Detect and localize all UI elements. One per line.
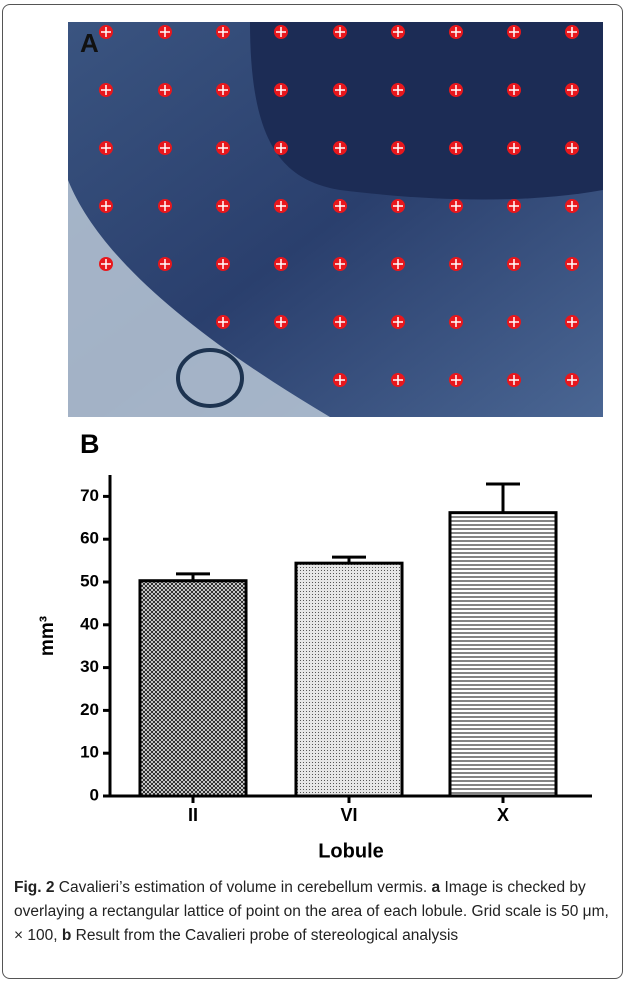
lattice-cross (101, 143, 111, 153)
lattice-cross (160, 259, 170, 269)
lattice-cross (160, 143, 170, 153)
lattice-cross (276, 201, 286, 211)
y-tick-label: 50 (80, 571, 99, 590)
y-tick-label: 60 (80, 529, 99, 548)
lattice-cross (393, 85, 403, 95)
lattice-cross (567, 317, 577, 327)
y-tick-label: 10 (80, 743, 99, 762)
lattice-cross (567, 201, 577, 211)
lattice-cross (509, 375, 519, 385)
lattice-cross (101, 27, 111, 37)
lattice-cross (218, 85, 228, 95)
caption-text: Fig. 2 (14, 879, 55, 896)
lattice-cross (276, 143, 286, 153)
lattice-cross (101, 85, 111, 95)
lattice-cross (101, 259, 111, 269)
lattice-cross (451, 201, 461, 211)
lattice-cross (451, 27, 461, 37)
bar (138, 579, 248, 798)
lattice-cross (451, 259, 461, 269)
lattice-cross (567, 259, 577, 269)
bar (448, 511, 558, 798)
error-bar (176, 572, 210, 581)
y-tick-label: 30 (80, 657, 99, 676)
panel-label: B (80, 429, 100, 459)
lattice-cross (276, 85, 286, 95)
lattice-cross (451, 375, 461, 385)
lattice-cross (160, 85, 170, 95)
lattice-cross (335, 259, 345, 269)
figure-frame (2, 4, 623, 979)
caption-text: Result from the Cavalieri probe of stere… (71, 927, 459, 944)
lattice-cross (276, 27, 286, 37)
lattice-cross (567, 27, 577, 37)
lattice-cross (335, 27, 345, 37)
lattice-cross (335, 201, 345, 211)
granular-layer (250, 22, 603, 200)
caption-text: a (431, 879, 441, 896)
lattice-cross (451, 85, 461, 95)
lattice-cross (567, 85, 577, 95)
lattice-cross (567, 375, 577, 385)
lattice-cross (393, 259, 403, 269)
lattice-cross (451, 317, 461, 327)
y-tick-label: 70 (80, 486, 99, 505)
lattice-cross (335, 143, 345, 153)
bar (294, 561, 404, 798)
x-tick-label: VI (340, 805, 357, 825)
figure-svg: A B mm³ Lobule 0 10 20 30 40 50 60 70 II VI X (37, 22, 603, 862)
y-tick-label: 20 (80, 700, 99, 719)
lattice-cross (393, 143, 403, 153)
lattice-cross (335, 85, 345, 95)
panel-label: A (80, 28, 99, 58)
lattice-cross (509, 201, 519, 211)
caption-text: Image is checked by overlaying a rectang… (14, 879, 609, 944)
lattice-cross (101, 201, 111, 211)
vessel (176, 348, 244, 408)
lattice-cross (393, 27, 403, 37)
lattice-cross (276, 259, 286, 269)
lattice-cross (393, 317, 403, 327)
lattice-cross (218, 317, 228, 327)
lattice-cross (509, 259, 519, 269)
lattice-cross (393, 201, 403, 211)
caption-text: b (61, 927, 72, 944)
x-tick-label: II (188, 805, 198, 825)
lattice-cross (335, 375, 345, 385)
y-tick-label: 0 (90, 785, 99, 804)
lattice-cross (218, 27, 228, 37)
lattice-cross (218, 143, 228, 153)
lattice-cross (160, 201, 170, 211)
caption: Fig. 2 Cavalieri’s estimation of volume … (14, 876, 614, 948)
y-axis-label: mm³ (37, 616, 58, 656)
bar-chart: B mm³ Lobule 0 10 20 30 40 50 60 70 II VI X (37, 429, 592, 862)
lattice-cross (509, 143, 519, 153)
lattice-cross (160, 27, 170, 37)
lattice-cross (276, 317, 286, 327)
point-lattice (99, 25, 579, 387)
lattice-cross (509, 317, 519, 327)
x-tick-label: X (497, 805, 509, 825)
lattice-cross (509, 27, 519, 37)
lattice-cross (509, 85, 519, 95)
lattice-cross (567, 143, 577, 153)
white-matter (68, 180, 330, 417)
lattice-cross (218, 259, 228, 269)
lattice-cross (451, 143, 461, 153)
lattice-cross (335, 317, 345, 327)
error-bar (332, 555, 366, 564)
lattice-cross (218, 201, 228, 211)
caption-text: Cavalieri’s estimation of volume in cere… (54, 879, 432, 896)
error-bar (486, 482, 520, 513)
micrograph: A (68, 22, 603, 417)
lattice-cross (393, 375, 403, 385)
x-axis-label: Lobule (318, 840, 384, 862)
y-tick-label: 40 (80, 614, 99, 633)
